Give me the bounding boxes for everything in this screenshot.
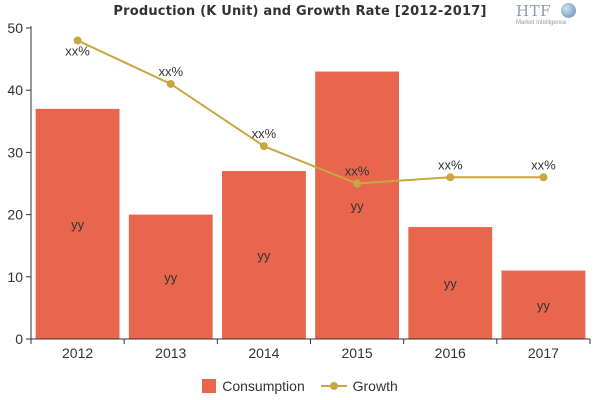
logo-subtext: Market Intelligence — [516, 20, 567, 26]
chart-title: Production (K Unit) and Growth Rate [201… — [113, 4, 487, 19]
globe-icon — [561, 3, 576, 18]
legend-item-consumption[interactable]: Consumption — [202, 378, 305, 394]
htf-logo: HTF Market Intelligence — [516, 2, 586, 28]
legend-item-growth[interactable]: Growth — [320, 378, 398, 394]
growth-point-2015 — [353, 179, 362, 188]
growth-point-2014 — [259, 142, 268, 151]
growth-point-2013 — [166, 79, 175, 88]
legend-swatch-consumption — [202, 379, 217, 393]
x-tick-label: 2016 — [435, 345, 466, 361]
bar-2014 — [221, 171, 306, 339]
bar-data-label: yy — [164, 270, 178, 285]
legend-label-consumption: Consumption — [222, 378, 305, 394]
y-tick-label: 0 — [15, 331, 23, 347]
x-tick-label: 2014 — [248, 345, 279, 361]
bar-data-label: yy — [537, 298, 551, 313]
y-tick-label: 40 — [7, 82, 23, 98]
growth-point-2017 — [539, 173, 548, 182]
y-tick-label: 30 — [7, 144, 23, 160]
bar-2012 — [35, 108, 120, 339]
growth-data-label: xx% — [345, 164, 370, 179]
x-tick-label: 2012 — [62, 345, 93, 361]
growth-data-label: xx% — [252, 126, 277, 141]
growth-data-label: xx% — [438, 157, 463, 172]
x-tick-label: 2013 — [155, 345, 186, 361]
bar-data-label: yy — [257, 248, 271, 263]
x-tick-label: 2017 — [528, 345, 559, 361]
x-tick-label: 2015 — [342, 345, 373, 361]
y-tick-label: 10 — [7, 269, 23, 285]
growth-data-label: xx% — [531, 157, 556, 172]
y-tick-label: 50 — [7, 20, 23, 36]
growth-data-label: xx% — [158, 64, 183, 79]
logo-text: HTF — [516, 2, 551, 20]
bar-data-label: yy — [444, 276, 458, 291]
legend-label-growth: Growth — [352, 378, 398, 394]
y-tick-label: 20 — [7, 207, 23, 223]
legend: Consumption Growth — [0, 378, 600, 396]
bar-data-label: yy — [351, 198, 365, 213]
bar-2016 — [408, 227, 493, 339]
bar-2015 — [315, 71, 400, 339]
growth-data-label: xx% — [65, 43, 90, 58]
growth-line — [77, 39, 544, 185]
bar-2017 — [501, 270, 586, 339]
legend-swatch-growth — [320, 379, 347, 393]
bar-2013 — [128, 214, 213, 339]
growth-point-2012 — [73, 36, 82, 45]
bar-data-label: yy — [71, 217, 85, 232]
growth-point-2016 — [446, 173, 455, 182]
